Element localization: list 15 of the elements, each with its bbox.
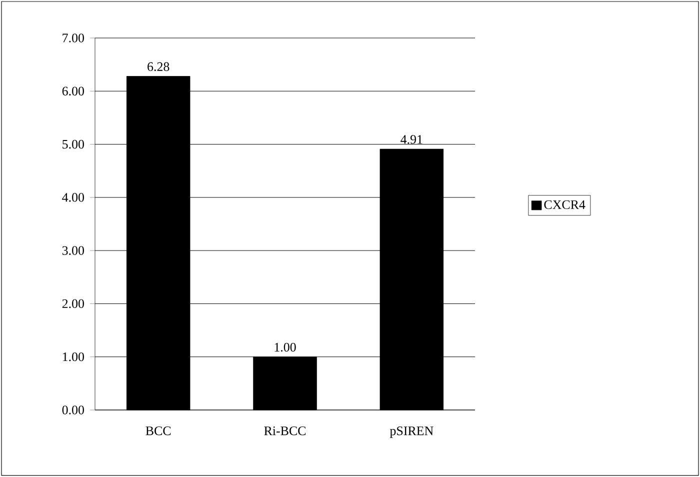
- y-tick-label: 0.00: [62, 406, 84, 414]
- data-label: 1.00: [274, 342, 296, 352]
- y-tick-label: 6.00: [62, 86, 84, 96]
- x-tick-label: BCC: [146, 426, 171, 436]
- y-tick-label: 3.00: [62, 246, 84, 255]
- y-tick-label: 1.00: [62, 352, 84, 362]
- x-tick-label: Ri-BCC: [264, 426, 306, 436]
- x-tick-label: pSIREN: [390, 426, 434, 438]
- y-tick-label: 4.00: [62, 193, 84, 202]
- data-label: 6.28: [148, 62, 170, 72]
- y-tick-label: 5.00: [62, 140, 84, 149]
- y-tick-label: 7.00: [62, 34, 84, 42]
- data-label: 4.91: [400, 135, 422, 144]
- y-tick-label: 2.00: [62, 299, 84, 308]
- legend-label: CXCR4: [544, 200, 586, 210]
